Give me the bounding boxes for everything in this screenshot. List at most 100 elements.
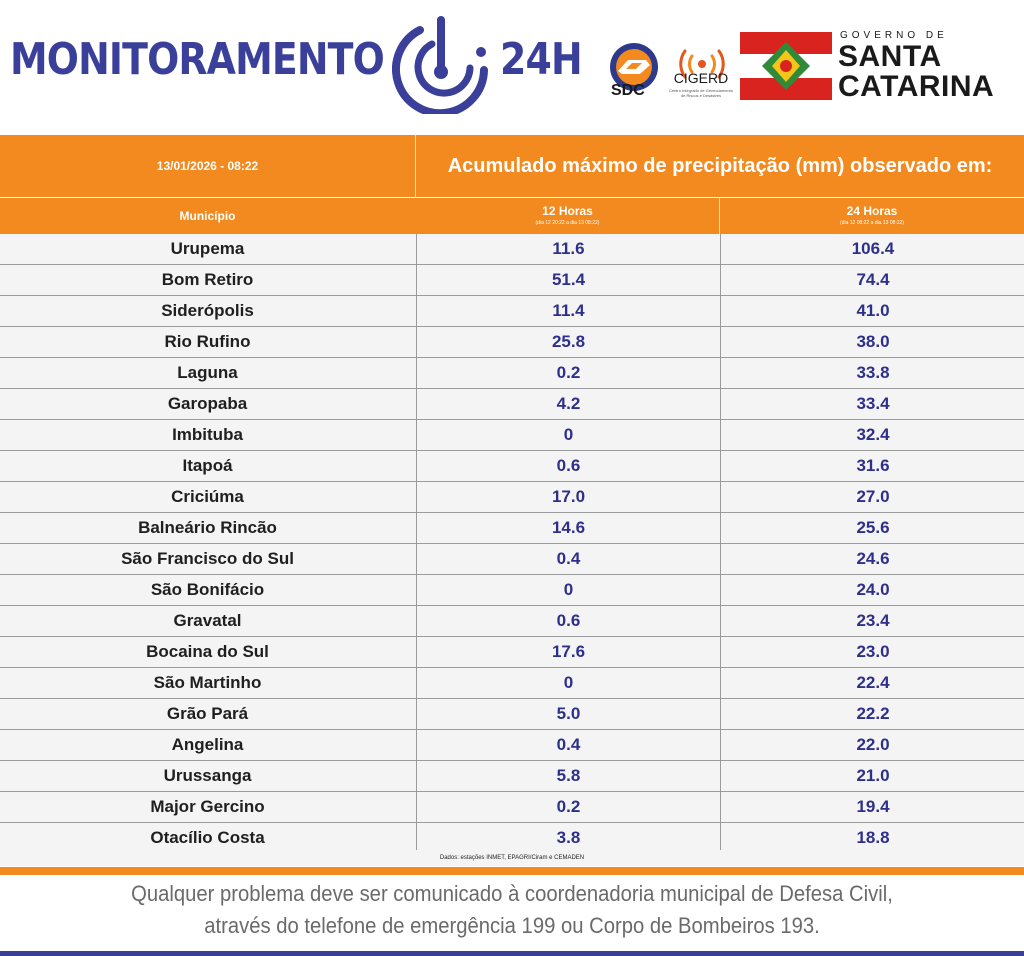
footer-line-2: através do telefone de emergência 199 ou… <box>204 913 820 938</box>
precip-24h-cell: 22.2 <box>720 699 1024 729</box>
precip-24h-cell: 106.4 <box>720 234 1024 264</box>
footer-line-1: Qualquer problema deve ser comunicado à … <box>131 881 893 906</box>
precip-12h-cell: 25.8 <box>416 327 720 357</box>
page-header: MONITORAMENTO 24H SDC CIGERD Centro Inte… <box>0 0 1024 135</box>
municipio-cell: Itapoá <box>182 456 233 475</box>
table-row: Angelina 0.4 22.0 <box>0 730 1024 761</box>
table-row: Urupema 11.6 106.4 <box>0 234 1024 265</box>
municipio-cell: Balneário Rincão <box>138 518 277 537</box>
precip-12h-cell: 0.4 <box>416 730 720 760</box>
municipio-cell: São Bonifácio <box>150 580 265 599</box>
santa-catarina-flag-icon <box>740 32 832 100</box>
precip-12h-cell: 0.6 <box>416 451 720 481</box>
header-divider-horizontal <box>0 197 1024 198</box>
column-header-24h: 24 Horas (dia 12 08:22 a dia 13 08:22) <box>719 198 1024 234</box>
cigerd-subtitle: Centro Integrado de Gerenciamento de Ris… <box>668 88 734 98</box>
precip-24h-cell: 41.0 <box>720 296 1024 326</box>
table-row: Otacílio Costa 3.8 18.8 <box>0 823 1024 854</box>
footer-notice: Qualquer problema deve ser comunicado à … <box>0 875 1024 956</box>
precip-12h-cell: 5.0 <box>416 699 720 729</box>
footer-bar <box>0 951 1024 956</box>
table-title-row: 13/01/2026 - 08:22 Acumulado máximo de p… <box>0 135 1024 197</box>
municipio-cell: Urupema <box>170 239 245 258</box>
precip-12h-cell: 0 <box>416 575 720 605</box>
table-row: Garopaba 4.2 33.4 <box>0 389 1024 420</box>
precip-24h-cell: 24.6 <box>720 544 1024 574</box>
cigerd-label: CIGERD <box>673 70 729 86</box>
municipio-cell: Urussanga <box>163 766 252 785</box>
header-divider-vertical <box>415 135 416 234</box>
table-body: Urupema 11.6 106.4 Bom Retiro 51.4 74.4 Side… <box>0 234 1024 854</box>
precip-12h-cell: 3.8 <box>416 823 720 853</box>
precip-24h-cell: 33.8 <box>720 358 1024 388</box>
table-title: Acumulado máximo de precipitação (mm) ob… <box>447 155 993 177</box>
precip-24h-cell: 23.0 <box>720 637 1024 667</box>
precip-24h-cell: 32.4 <box>720 420 1024 450</box>
monitoring-24h-logo-icon <box>392 16 488 114</box>
precip-12h-cell: 11.4 <box>416 296 720 326</box>
orange-divider <box>0 867 1024 875</box>
table-row: Siderópolis 11.4 41.0 <box>0 296 1024 327</box>
table-row: Grão Pará 5.0 22.2 <box>0 699 1024 730</box>
municipio-cell: São Martinho <box>153 673 262 692</box>
state-name-line1: SANTA <box>838 40 942 73</box>
municipio-cell: Garopaba <box>167 394 248 413</box>
table-row: Itapoá 0.6 31.6 <box>0 451 1024 482</box>
precip-24h-cell: 24.0 <box>720 575 1024 605</box>
municipio-cell: Bocaina do Sul <box>146 642 269 661</box>
column-header-24h-period: (dia 12 08:22 a dia 13 08:22) <box>840 220 904 226</box>
state-name-line2: CATARINA <box>838 70 995 103</box>
report-datetime: 13/01/2026 - 08:22 <box>156 159 259 173</box>
column-header-12h-label: 12 Horas <box>542 204 593 218</box>
table-row: Balneário Rincão 14.6 25.6 <box>0 513 1024 544</box>
brand-title: MONITORAMENTO <box>10 34 385 85</box>
municipio-cell: Bom Retiro <box>161 270 254 289</box>
table-row: Major Gercino 0.2 19.4 <box>0 792 1024 823</box>
precip-24h-cell: 38.0 <box>720 327 1024 357</box>
table-row: São Francisco do Sul 0.4 24.6 <box>0 544 1024 575</box>
cigerd-logo-icon <box>679 49 725 79</box>
municipio-cell: Angelina <box>171 735 244 754</box>
precip-24h-cell: 27.0 <box>720 482 1024 512</box>
table-row: Rio Rufino 25.8 38.0 <box>0 327 1024 358</box>
precip-12h-cell: 51.4 <box>416 265 720 295</box>
column-header-24h-label: 24 Horas <box>846 204 898 218</box>
precip-12h-cell: 17.0 <box>416 482 720 512</box>
precip-24h-cell: 31.6 <box>720 451 1024 481</box>
precip-12h-cell: 14.6 <box>416 513 720 543</box>
municipio-cell: Major Gercino <box>150 797 265 816</box>
municipio-cell: Gravatal <box>173 611 242 630</box>
precip-24h-cell: 18.8 <box>720 823 1024 853</box>
table-row: Bocaina do Sul 17.6 23.0 <box>0 637 1024 668</box>
municipio-cell: Grão Pará <box>166 704 249 723</box>
table-row: Bom Retiro 51.4 74.4 <box>0 265 1024 296</box>
sdc-logo-icon <box>610 43 658 91</box>
precip-12h-cell: 0 <box>416 668 720 698</box>
precip-12h-cell: 11.6 <box>416 234 720 264</box>
precip-24h-cell: 22.0 <box>720 730 1024 760</box>
brand-24h: 24H <box>500 34 583 85</box>
state-name: SANTA CATARINA <box>838 42 994 102</box>
precip-24h-cell: 74.4 <box>720 265 1024 295</box>
municipio-cell: São Francisco do Sul <box>121 549 294 568</box>
precip-12h-cell: 0.6 <box>416 606 720 636</box>
precip-12h-cell: 0.2 <box>416 358 720 388</box>
table-row: Urussanga 5.8 21.0 <box>0 761 1024 792</box>
table-row: São Martinho 0 22.4 <box>0 668 1024 699</box>
government-label: GOVERNO DE <box>840 30 948 41</box>
column-header-municipio: Município <box>179 209 236 223</box>
municipio-cell: Criciúma <box>171 487 244 506</box>
column-header-12h: 12 Horas (dia 12 20:22 a dia 13 08:22) <box>416 198 719 234</box>
column-header-row: Município 12 Horas (dia 12 20:22 a dia 1… <box>0 198 1024 234</box>
precip-24h-cell: 33.4 <box>720 389 1024 419</box>
table-row: Laguna 0.2 33.8 <box>0 358 1024 389</box>
table-row: Imbituba 0 32.4 <box>0 420 1024 451</box>
precip-24h-cell: 25.6 <box>720 513 1024 543</box>
data-source-note: Dados: estações INMET, EPAGRI/Ciram e CE… <box>0 850 1024 866</box>
municipio-cell: Siderópolis <box>161 301 254 320</box>
precip-24h-cell: 21.0 <box>720 761 1024 791</box>
table-row: Gravatal 0.6 23.4 <box>0 606 1024 637</box>
precip-12h-cell: 0 <box>416 420 720 450</box>
precip-12h-cell: 17.6 <box>416 637 720 667</box>
precip-12h-cell: 5.8 <box>416 761 720 791</box>
